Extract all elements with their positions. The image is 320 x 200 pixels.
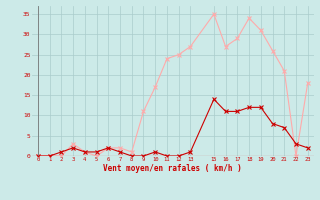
X-axis label: Vent moyen/en rafales ( km/h ): Vent moyen/en rafales ( km/h ) xyxy=(103,164,242,173)
